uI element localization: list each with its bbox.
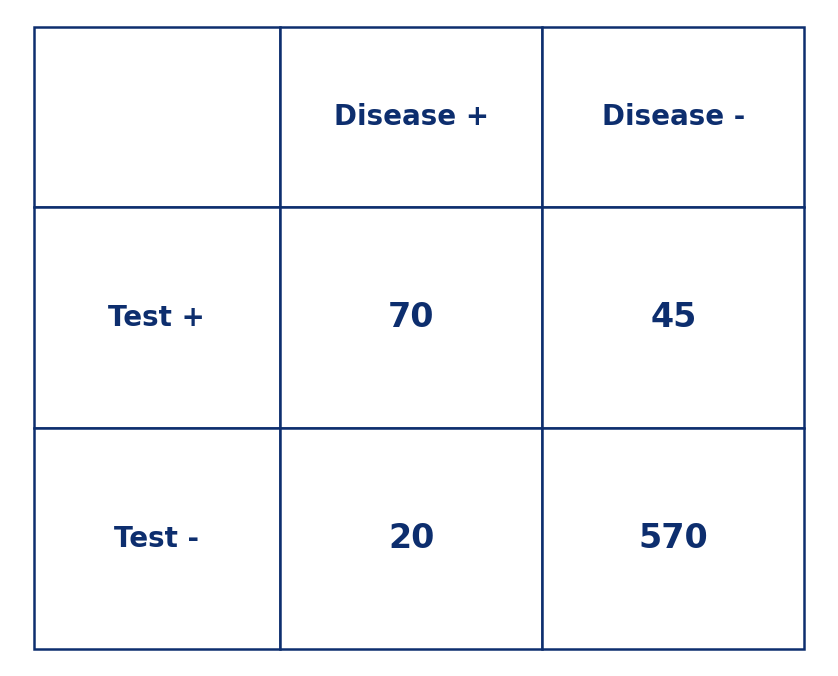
Bar [542,27,804,208]
Text: Test +: Test + [108,304,205,332]
Bar [542,428,804,649]
Bar [34,428,280,649]
Bar [280,27,542,208]
Text: Test -: Test - [114,525,199,552]
Text: 570: 570 [639,522,708,555]
Text: 45: 45 [650,301,696,335]
Bar [542,208,804,428]
Bar [34,27,280,208]
Text: 70: 70 [388,301,435,335]
Text: Disease -: Disease - [602,103,745,131]
Text: 20: 20 [388,522,434,555]
Bar [280,428,542,649]
Bar [280,208,542,428]
Text: Disease +: Disease + [334,103,489,131]
Bar [34,208,280,428]
